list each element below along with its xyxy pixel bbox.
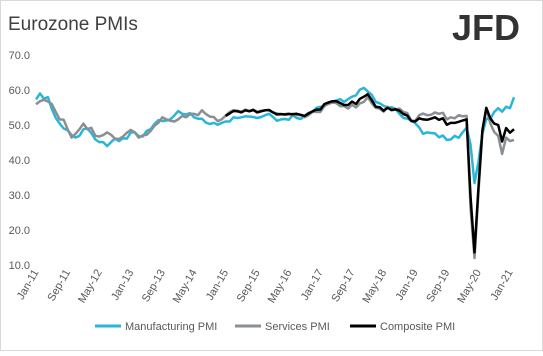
- y-tick-label: 60.0: [9, 85, 30, 97]
- y-tick-label: 50.0: [9, 120, 30, 132]
- chart-title: Eurozone PMIs: [8, 14, 138, 35]
- legend-label: Composite PMI: [380, 321, 455, 333]
- y-tick-label: 20.0: [9, 225, 30, 237]
- y-tick-label: 40.0: [9, 155, 30, 167]
- series-line: [224, 92, 515, 254]
- legend-label: Manufacturing PMI: [125, 321, 217, 333]
- y-tick-label: 10.0: [9, 260, 30, 272]
- y-tick-label: 70.0: [9, 50, 30, 62]
- legend-label: Services PMI: [265, 321, 330, 333]
- y-tick-label: 30.0: [9, 190, 30, 202]
- logo: JFD: [452, 7, 520, 48]
